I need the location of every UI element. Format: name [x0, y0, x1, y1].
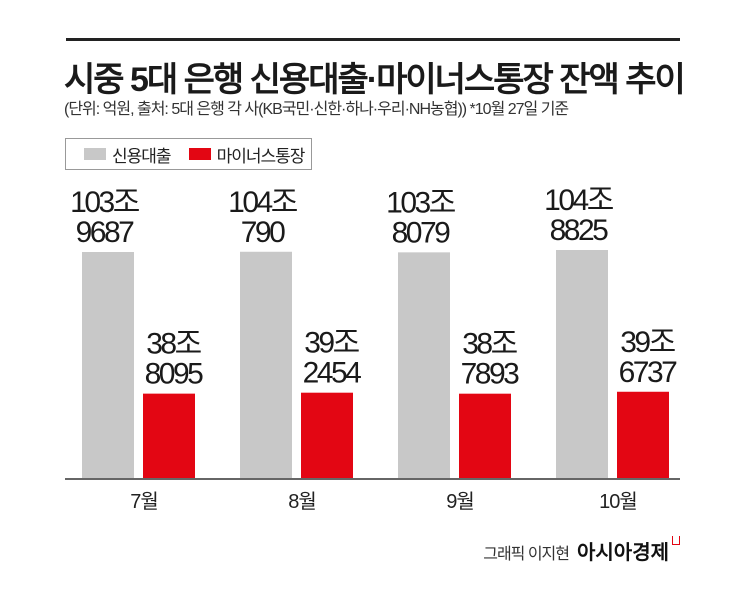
- data-label: 38조: [462, 328, 517, 361]
- data-label: 6737: [619, 356, 678, 389]
- data-label: 39조: [304, 327, 359, 360]
- data-label: 38조: [146, 328, 201, 361]
- data-label: 2454: [303, 357, 362, 390]
- data-label: 104조: [228, 186, 298, 219]
- legend-swatch-credit: [84, 148, 106, 160]
- data-label: 8825: [550, 214, 609, 247]
- bar-credit: [398, 252, 450, 478]
- legend-label-minus: 마이너스통장: [216, 146, 306, 166]
- bar-minus: [459, 393, 511, 478]
- chart-subtitle: (단위: 억원, 출처: 5대 은행 각 사(KB국민·신한·하나·우리·NH농…: [64, 101, 569, 118]
- data-label: 7893: [461, 358, 520, 391]
- credit: 그래픽 이지현 아시아경제: [483, 536, 680, 565]
- data-label: 9687: [76, 216, 135, 249]
- data-label: 790: [241, 216, 285, 249]
- data-label: 103조: [70, 186, 140, 219]
- x-tick-label: 7월: [130, 490, 158, 513]
- chart-title: 시중 5대 은행 신용대출·마이너스통장 잔액 추이: [64, 61, 686, 99]
- credit-author: 그래픽 이지현: [483, 546, 570, 563]
- brand-logo: 아시아경제: [577, 542, 669, 564]
- top-rule: [66, 38, 680, 41]
- bar-minus: [301, 392, 353, 478]
- legend-label-credit: 신용대출: [112, 146, 172, 166]
- data-label: 8095: [145, 358, 204, 391]
- legend: 신용대출 마이너스통장: [65, 138, 312, 170]
- data-label: 103조: [386, 186, 456, 219]
- bar-credit: [240, 251, 292, 478]
- bar-credit: [556, 250, 608, 478]
- x-tick-label: 9월: [446, 490, 474, 513]
- bar-credit: [82, 252, 134, 478]
- bar-minus: [143, 393, 195, 478]
- data-label: 8079: [392, 216, 451, 249]
- brand-mark-icon: [672, 536, 680, 545]
- legend-swatch-minus: [188, 148, 211, 160]
- bar-minus: [617, 391, 669, 478]
- data-label: 39조: [620, 326, 675, 359]
- data-label: 104조: [544, 184, 614, 217]
- x-tick-label: 8월: [288, 490, 316, 513]
- x-tick-label: 10월: [599, 490, 637, 513]
